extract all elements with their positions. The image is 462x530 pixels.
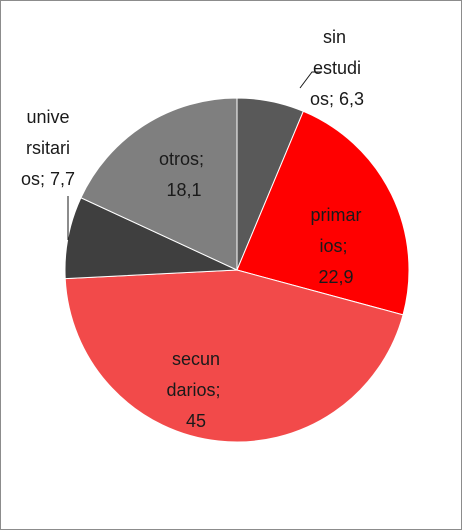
label-line: 18,1 [166, 180, 201, 200]
data-label: secun darios; 45 [166, 349, 225, 431]
label-line: os; 7,7 [21, 169, 75, 189]
label-line: ios; [319, 236, 352, 256]
label-line: primar [310, 205, 361, 225]
label-line: os; 6,3 [310, 89, 364, 109]
data-label: sin estudi os; 6,3 [310, 27, 364, 109]
data-label: unive rsitari os; 7,7 [21, 107, 75, 189]
leader-line [299, 71, 322, 89]
label-line: unive [26, 107, 69, 127]
data-label: otros; 18,1 [159, 149, 209, 200]
labels: sin estudi os; 6,3 primar ios; 22,9 secun dar… [21, 27, 364, 431]
slice [64, 269, 404, 443]
slice [236, 110, 410, 316]
pie: sin estudiosprimariossecundariosuniversi… [64, 97, 410, 443]
label-line: rsitari [26, 138, 70, 158]
slice [80, 97, 238, 271]
label-line: otros; [159, 149, 209, 169]
label-line: estudi [313, 58, 361, 78]
label-line: 22,9 [318, 267, 353, 287]
label-line: secun [172, 349, 220, 369]
label-line: sin [323, 27, 351, 47]
label-line: darios; [166, 380, 225, 400]
slice-group: otros [80, 97, 238, 271]
data-label: primar ios; 22,9 [310, 205, 361, 287]
label-line: 45 [186, 411, 206, 431]
